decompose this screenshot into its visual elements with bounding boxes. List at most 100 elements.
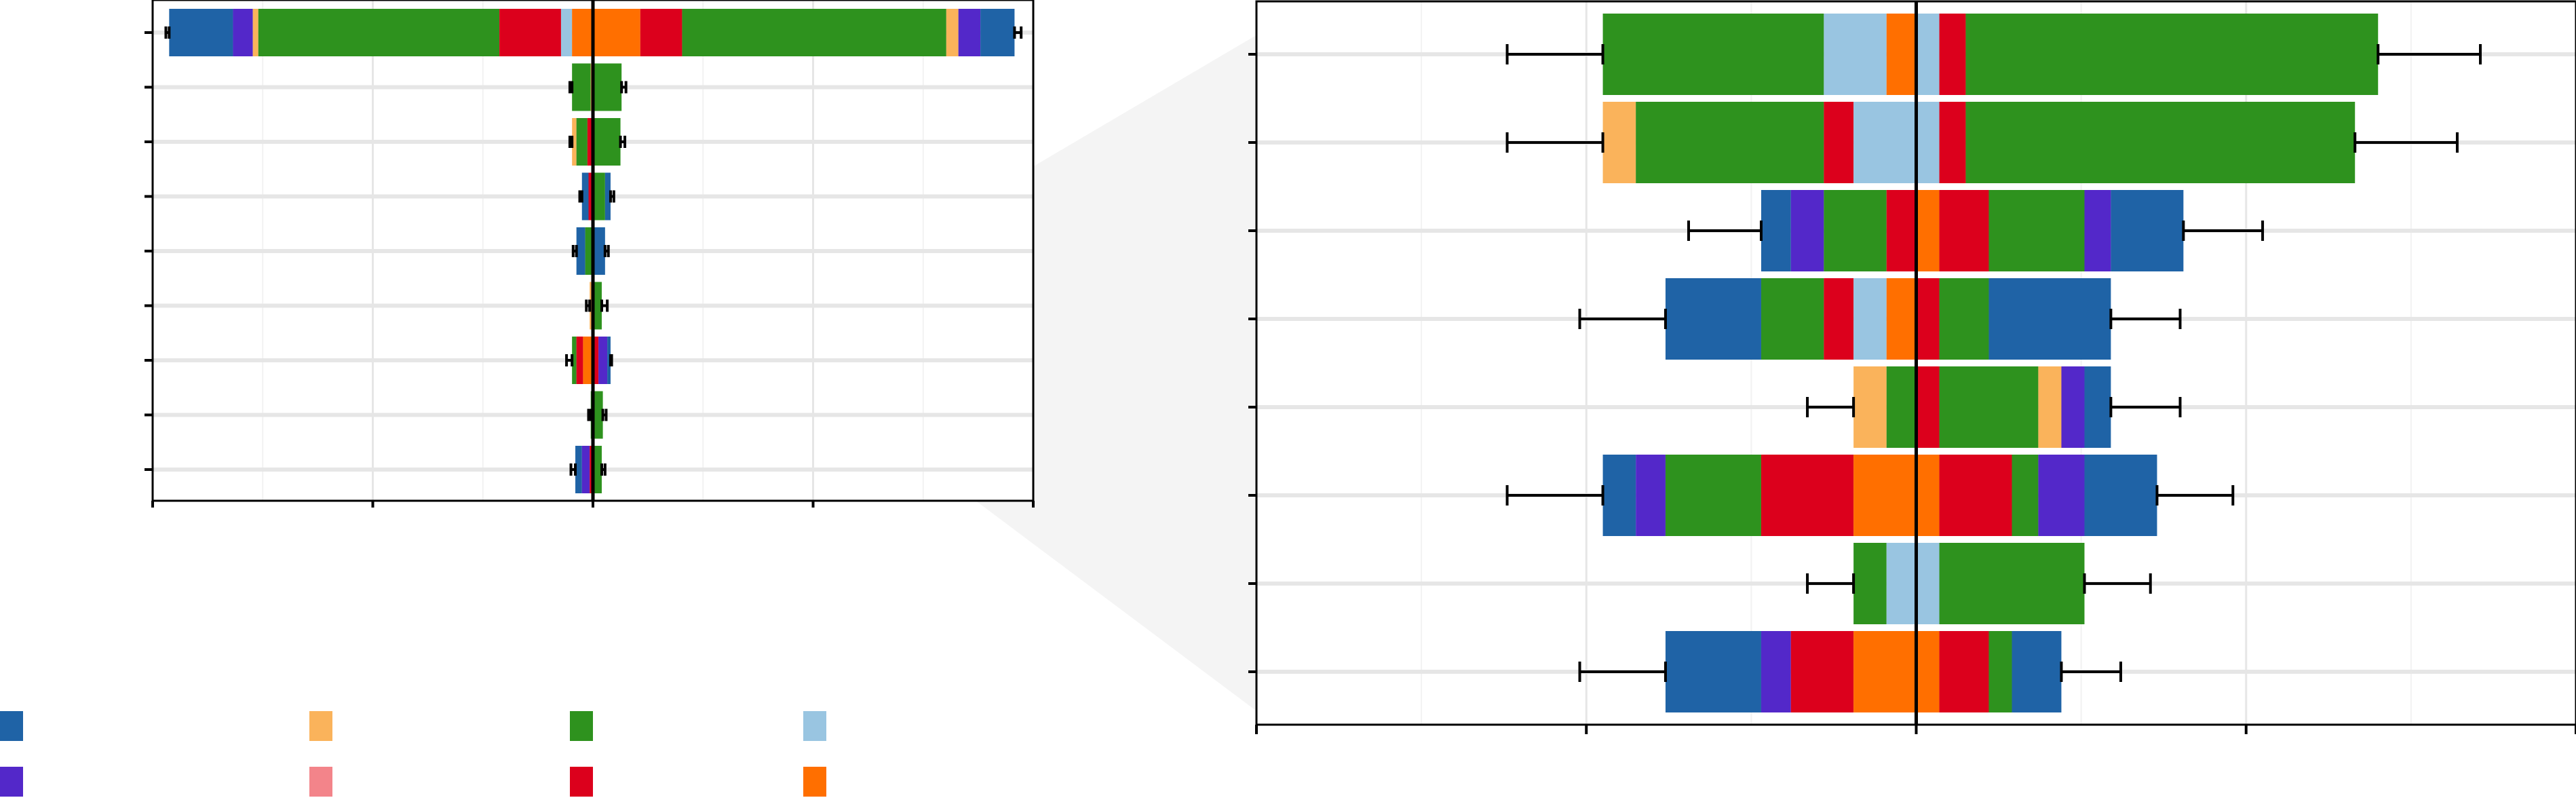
bar-segment-4-2 bbox=[588, 172, 593, 221]
bar-segment-6-7 bbox=[1939, 455, 2012, 536]
bar-segment-3-4 bbox=[593, 118, 621, 166]
bar-segment-3-7 bbox=[1988, 190, 2085, 271]
bar-row-1 bbox=[1602, 14, 2379, 95]
error-bar-5 bbox=[571, 245, 610, 257]
bar-segment-6-1 bbox=[1602, 455, 1636, 536]
bar-segment-5-1 bbox=[1853, 366, 1887, 448]
bar-segment-1-2 bbox=[1824, 14, 1887, 95]
bar-segment-7-5 bbox=[598, 337, 608, 384]
bar-segment-3-8 bbox=[2084, 190, 2111, 271]
bar-segment-4-4 bbox=[604, 172, 611, 221]
bar-segment-2-6 bbox=[1939, 102, 1966, 183]
bar-segment-2-4 bbox=[1853, 102, 1917, 183]
bar-row-8 bbox=[1665, 631, 2062, 712]
bar-segment-5-5 bbox=[2038, 366, 2062, 448]
bar-row-1 bbox=[169, 9, 1015, 56]
bar-segment-8-8 bbox=[2012, 631, 2062, 712]
bar-segment-3-1 bbox=[1761, 190, 1791, 271]
legend-swatch-2 bbox=[309, 711, 332, 741]
legend-swatch-6 bbox=[309, 767, 332, 797]
bar-row-3 bbox=[1761, 190, 2184, 271]
bar-row-5 bbox=[1853, 366, 2111, 448]
error-bar-8 bbox=[587, 408, 608, 421]
bar-segment-1-5 bbox=[499, 9, 561, 56]
legend-swatch-1 bbox=[0, 711, 23, 741]
bar-segment-5-3 bbox=[1916, 366, 1940, 448]
error-bar-2 bbox=[568, 81, 628, 94]
legend-item-7 bbox=[570, 767, 855, 797]
error-bar-7 bbox=[1806, 573, 2152, 594]
bar-segment-4-5 bbox=[1886, 278, 1917, 360]
bar-segment-4-3 bbox=[1824, 278, 1854, 360]
bar-segment-4-7 bbox=[1939, 278, 1989, 360]
bar-segment-3-3 bbox=[1824, 190, 1887, 271]
legend-item-3 bbox=[570, 711, 855, 741]
bar-segment-1-6 bbox=[560, 9, 573, 56]
bar-segment-7-6 bbox=[607, 337, 611, 384]
error-bar-7 bbox=[565, 354, 613, 366]
bar-segment-1-11 bbox=[946, 9, 959, 56]
bar-segment-9-4 bbox=[593, 446, 602, 493]
bar-row-4 bbox=[581, 172, 611, 221]
error-bar-2 bbox=[1505, 132, 2459, 153]
bar-row-3 bbox=[572, 118, 621, 166]
error-bar-6 bbox=[585, 299, 609, 312]
bar-segment-1-10 bbox=[682, 9, 946, 56]
bar-segment-1-12 bbox=[958, 9, 981, 56]
bar-segment-8-3 bbox=[1790, 631, 1854, 712]
bar-segment-5-4 bbox=[1939, 366, 2039, 448]
bar-segment-2-5 bbox=[1916, 102, 1940, 183]
bar-segment-1-5 bbox=[1939, 14, 1966, 95]
bar-row-5 bbox=[576, 227, 605, 275]
bar-row-4 bbox=[1665, 278, 2111, 360]
legend-item-5 bbox=[0, 767, 285, 797]
bar-segment-5-7 bbox=[2084, 366, 2111, 448]
bar-segment-1-6 bbox=[1965, 14, 2379, 95]
bar-segment-4-2 bbox=[1761, 278, 1824, 360]
legend-item-4 bbox=[803, 711, 1088, 741]
bar-segment-1-4 bbox=[258, 9, 500, 56]
bar-segment-5-1 bbox=[576, 227, 585, 275]
bar-segment-2-3 bbox=[593, 63, 622, 111]
bar-segment-1-1 bbox=[1602, 14, 1824, 95]
error-bar-5 bbox=[1806, 397, 2182, 417]
bar-segment-3-5 bbox=[1916, 190, 1940, 271]
bar-segment-3-2 bbox=[576, 118, 588, 166]
bar-segment-7-3 bbox=[583, 337, 593, 384]
bar-segment-1-1 bbox=[169, 9, 233, 56]
bar-segment-6-9 bbox=[2038, 455, 2085, 536]
bar-row-9 bbox=[575, 446, 602, 493]
bar-row-2 bbox=[1602, 102, 2356, 183]
legend-swatch-8 bbox=[803, 767, 826, 797]
legend-swatch-4 bbox=[803, 711, 826, 741]
overview-panel bbox=[145, 0, 1035, 508]
bar-segment-6-2 bbox=[1636, 455, 1666, 536]
bar-segment-1-3 bbox=[252, 9, 258, 56]
bar-segment-1-9 bbox=[640, 9, 683, 56]
bar-segment-7-2 bbox=[576, 337, 583, 384]
zoom-panel bbox=[1248, 0, 2576, 734]
bar-segment-9-2 bbox=[581, 446, 590, 493]
error-bar-8 bbox=[1578, 662, 2122, 682]
bar-segment-8-2 bbox=[593, 391, 603, 439]
bar-segment-7-1 bbox=[1853, 543, 1887, 624]
bar-segment-4-6 bbox=[1916, 278, 1940, 360]
bar-segment-4-3 bbox=[593, 172, 605, 221]
legend-item-1 bbox=[0, 711, 285, 741]
bar-segment-1-2 bbox=[233, 9, 253, 56]
error-bar-3 bbox=[1687, 221, 2265, 241]
bar-row-7 bbox=[572, 337, 611, 384]
bar-segment-6-8 bbox=[2012, 455, 2039, 536]
bar-segment-8-5 bbox=[1916, 631, 1940, 712]
legend-swatch-7 bbox=[570, 767, 593, 797]
error-bar-4 bbox=[578, 190, 615, 203]
bar-segment-3-2 bbox=[1790, 190, 1824, 271]
bar-segment-4-8 bbox=[1988, 278, 2111, 360]
error-bar-4 bbox=[1578, 309, 2182, 329]
error-bar-1 bbox=[1505, 44, 2482, 64]
bar-segment-6-2 bbox=[593, 282, 602, 330]
bar-row-6 bbox=[1602, 455, 2157, 536]
legend-item-2 bbox=[309, 711, 594, 741]
bar-segment-6-5 bbox=[1853, 455, 1917, 536]
